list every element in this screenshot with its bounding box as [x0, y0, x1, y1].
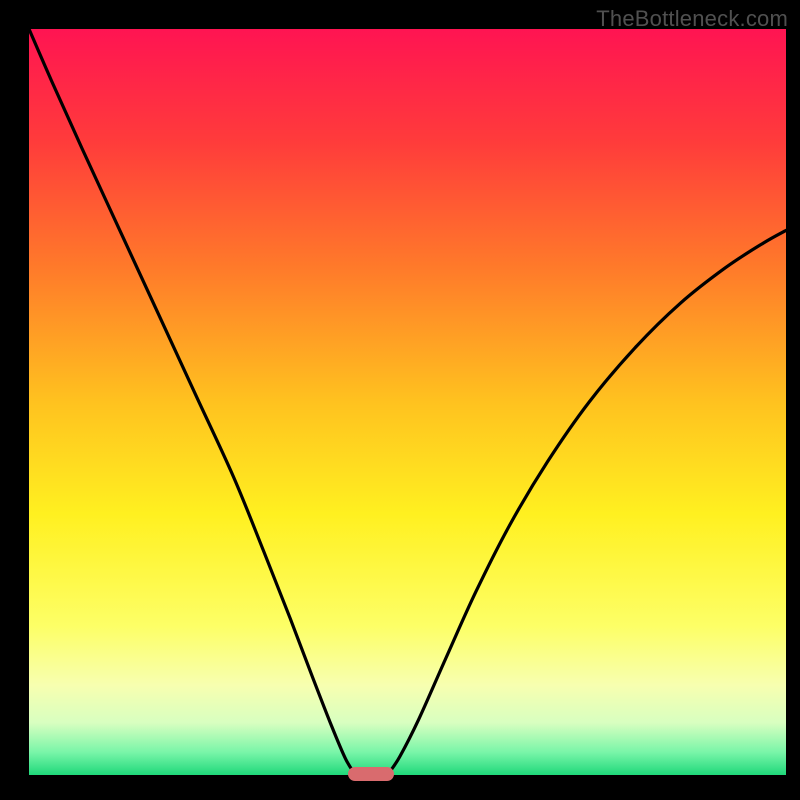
curve-left-branch: [29, 29, 355, 774]
root-container: TheBottleneck.com: [0, 0, 800, 800]
plot-frame: [29, 29, 786, 775]
bottleneck-curve: [29, 29, 786, 775]
curve-right-branch: [389, 230, 786, 773]
watermark-text: TheBottleneck.com: [596, 6, 788, 32]
bottleneck-marker: [348, 767, 394, 781]
